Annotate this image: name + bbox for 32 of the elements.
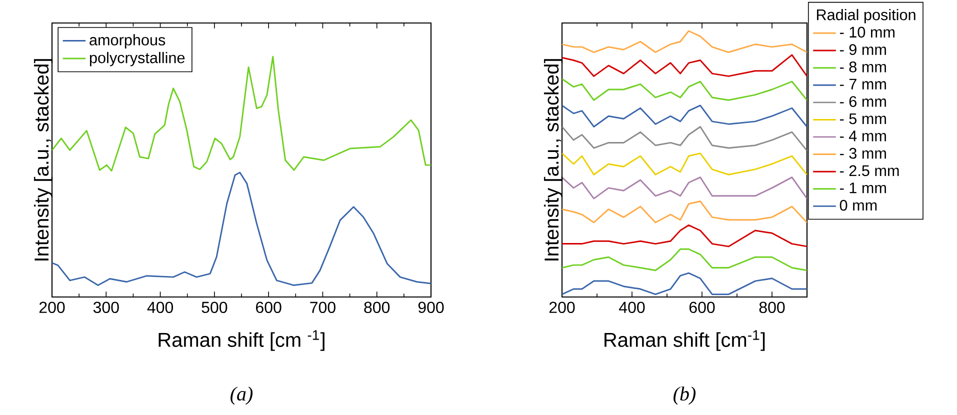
y-axis-title: Intensity [a.u., stacked]: [34, 59, 53, 260]
x-tick-label: 900: [418, 302, 444, 314]
x-tick-label: 500: [202, 302, 228, 314]
x-tick-label: 400: [619, 302, 645, 314]
legend-label: - 3 mm: [840, 148, 886, 159]
x-axis-title: Raman shift [cm $^{-1}$]: [158, 330, 324, 351]
x-tick-label: 600: [256, 302, 282, 314]
text: (b): [674, 386, 696, 405]
x-tick-label: 600: [689, 302, 715, 314]
y-axis-title: Intensity [a.u., stacked]: [544, 59, 563, 260]
legend-label: - 5 mm: [840, 113, 886, 124]
x-tick-label: 400: [147, 302, 174, 314]
legend-title: Radial position: [817, 8, 916, 24]
legend-label: 0 mm: [840, 200, 877, 211]
text: (a): [230, 386, 253, 405]
x-tick-label: 200: [39, 302, 65, 314]
legend-label: polycrystalline: [90, 52, 185, 66]
x-axis-title: Raman shift [cm$^{-1}$]: [604, 330, 765, 351]
legend-label: - 10 mm: [840, 26, 894, 38]
x-tick-label: 700: [310, 302, 336, 314]
x-tick-label: 800: [364, 302, 390, 314]
legend-label: - 7 mm: [840, 78, 886, 90]
legend-label: amorphous: [90, 34, 166, 48]
legend-label: - 1 mm: [840, 182, 886, 194]
x-tick-label: 800: [759, 302, 785, 314]
x-tick-label: 200: [549, 302, 575, 314]
x-tick-label: 300: [93, 302, 119, 314]
legend-label: - 2.5 mm: [840, 165, 899, 176]
legend-label: - 6 mm: [840, 96, 886, 107]
legend-label: - 4 mm: [840, 130, 886, 142]
legend-label: - 9 mm: [840, 44, 886, 55]
legend-label: - 8 mm: [840, 61, 886, 72]
